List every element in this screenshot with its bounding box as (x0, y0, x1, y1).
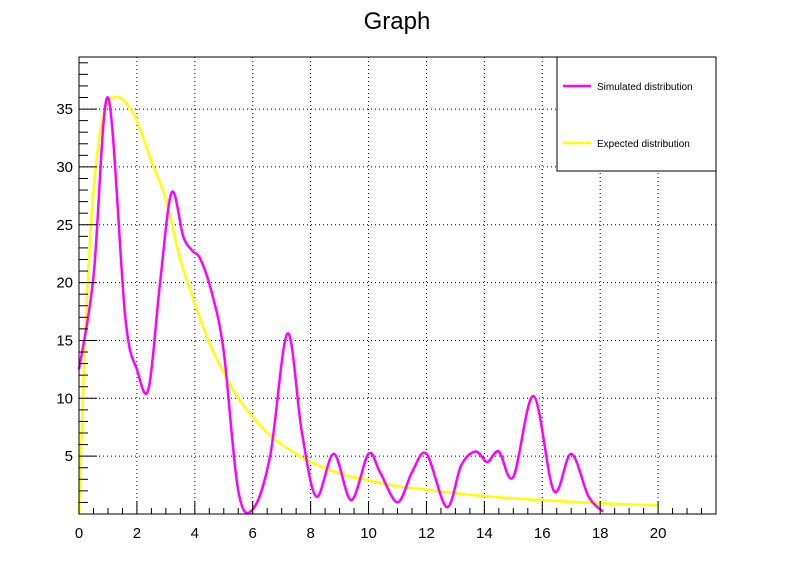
legend: Simulated distribution Expected distribu… (556, 56, 717, 172)
y-tick-label: 25 (56, 217, 73, 234)
series-line-simulated (77, 96, 605, 515)
x-tick-label: 4 (191, 525, 199, 542)
legend-label-simulated: Simulated distribution (597, 82, 693, 93)
x-tick-label: 0 (75, 525, 83, 542)
legend-box (556, 56, 717, 172)
x-axis-tick-labels: 0 2 4 6 8 10 12 14 16 18 20 (75, 525, 667, 542)
x-tick-label: 18 (592, 525, 609, 542)
x-tick-label: 8 (306, 525, 314, 542)
y-tick-label: 30 (56, 159, 73, 176)
y-tick-label: 35 (56, 101, 73, 118)
y-tick-label: 10 (56, 390, 73, 407)
x-tick-label: 16 (534, 525, 551, 542)
y-tick-label: 20 (56, 275, 73, 292)
x-tick-label: 20 (650, 525, 667, 542)
x-tick-label: 6 (249, 525, 257, 542)
series-line-expected (77, 95, 659, 515)
x-tick-label: 2 (133, 525, 141, 542)
axis-ticks (78, 62, 717, 515)
y-tick-label: 15 (56, 332, 73, 349)
chart-title: Graph (364, 8, 431, 35)
series-layer (77, 95, 659, 515)
y-tick-label: 5 (65, 448, 73, 465)
x-tick-label: 14 (476, 525, 493, 542)
x-tick-label: 10 (360, 525, 377, 542)
y-axis-tick-labels: 5 10 15 20 25 30 35 (56, 101, 73, 465)
x-tick-label: 12 (418, 525, 435, 542)
legend-label-expected: Expected distribution (597, 139, 690, 150)
